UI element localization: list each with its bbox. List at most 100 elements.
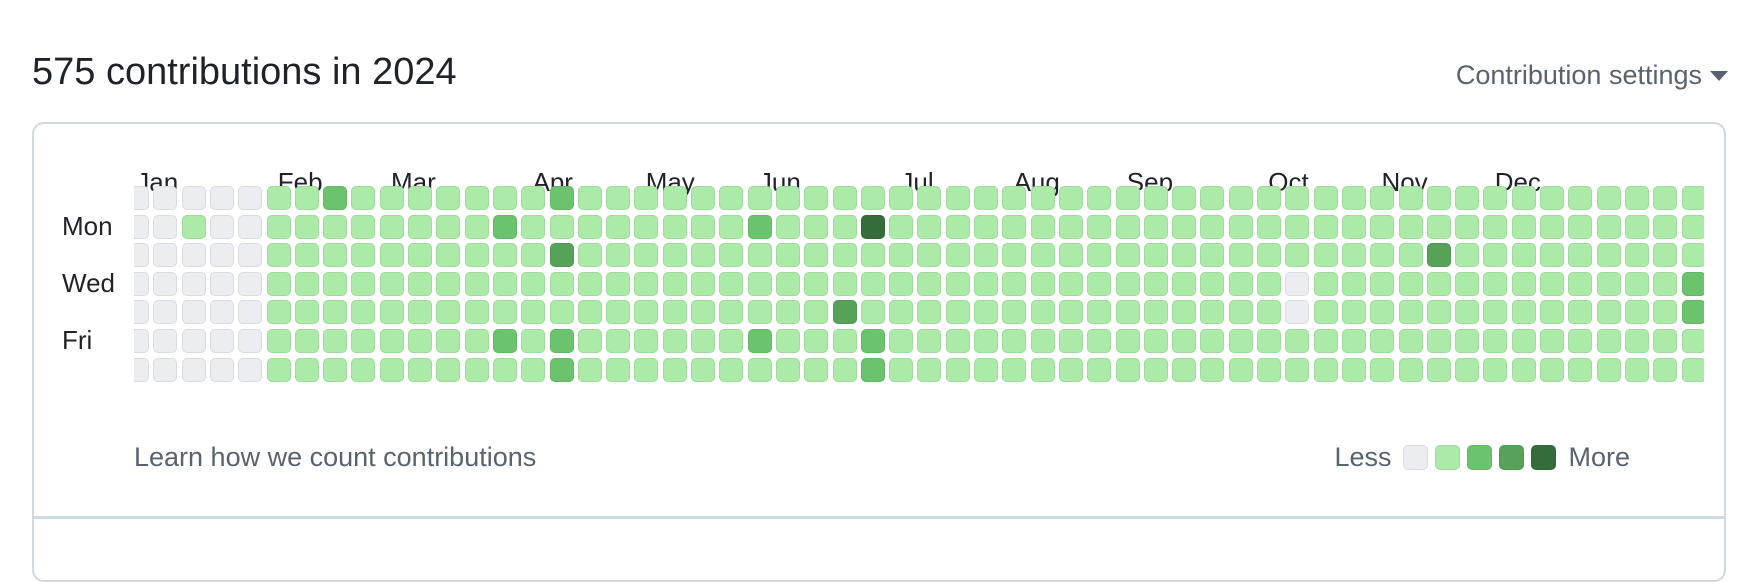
contribution-cell[interactable]: [1030, 357, 1055, 382]
contribution-cell[interactable]: [1483, 243, 1508, 268]
contribution-cell[interactable]: [1285, 300, 1310, 325]
contribution-cell[interactable]: [294, 357, 319, 382]
contribution-cell[interactable]: [606, 186, 631, 210]
contribution-cell[interactable]: [945, 214, 970, 239]
contribution-cell[interactable]: [860, 271, 885, 296]
contribution-cell[interactable]: [1455, 300, 1480, 325]
contribution-cell[interactable]: [1200, 214, 1225, 239]
contribution-cell[interactable]: [662, 186, 687, 210]
contribution-cell[interactable]: [719, 214, 744, 239]
contribution-cell[interactable]: [917, 357, 942, 382]
contribution-cell[interactable]: [464, 271, 489, 296]
contribution-cell[interactable]: [775, 300, 800, 325]
contribution-cell[interactable]: [1058, 271, 1083, 296]
contribution-cell[interactable]: [1455, 214, 1480, 239]
contribution-cell[interactable]: [889, 243, 914, 268]
contribution-cell[interactable]: [945, 243, 970, 268]
contribution-cell[interactable]: [1087, 329, 1112, 353]
contribution-cell[interactable]: [266, 357, 291, 382]
contribution-cell[interactable]: [606, 214, 631, 239]
contribution-cell[interactable]: [1058, 214, 1083, 239]
contribution-cell[interactable]: [662, 271, 687, 296]
contribution-cell[interactable]: [238, 300, 263, 325]
contribution-cell[interactable]: [1002, 357, 1027, 382]
contribution-cell[interactable]: [747, 329, 772, 353]
contribution-cell[interactable]: [521, 243, 546, 268]
contribution-cell[interactable]: [1398, 214, 1423, 239]
contribution-cell[interactable]: [691, 271, 715, 296]
contribution-cell[interactable]: [408, 186, 432, 210]
contribution-cell[interactable]: [691, 300, 715, 325]
contribution-cell[interactable]: [209, 186, 234, 210]
contribution-cell[interactable]: [1653, 186, 1678, 210]
contribution-cell[interactable]: [1511, 186, 1536, 210]
learn-how-we-count-link[interactable]: Learn how we count contributions: [134, 442, 537, 472]
contribution-cell[interactable]: [379, 271, 404, 296]
contribution-cell[interactable]: [974, 186, 998, 210]
contribution-cell[interactable]: [634, 186, 659, 210]
contribution-cell[interactable]: [153, 357, 178, 382]
contribution-cell[interactable]: [889, 214, 914, 239]
contribution-cell[interactable]: [238, 271, 263, 296]
contribution-cell[interactable]: [266, 243, 291, 268]
contribution-cell[interactable]: [1058, 186, 1083, 210]
contribution-cell[interactable]: [1257, 243, 1281, 268]
contribution-cell[interactable]: [1143, 300, 1168, 325]
contribution-cell[interactable]: [379, 329, 404, 353]
contribution-cell[interactable]: [294, 243, 319, 268]
contribution-cell[interactable]: [153, 186, 178, 210]
contribution-cell[interactable]: [266, 271, 291, 296]
contribution-cell[interactable]: [209, 243, 234, 268]
contribution-cell[interactable]: [634, 243, 659, 268]
contribution-cell[interactable]: [1624, 243, 1649, 268]
contribution-cell[interactable]: [1681, 300, 1704, 325]
contribution-cell[interactable]: [492, 186, 517, 210]
contribution-cell[interactable]: [775, 243, 800, 268]
contribution-cell[interactable]: [775, 329, 800, 353]
contribution-cell[interactable]: [1398, 243, 1423, 268]
contribution-cell[interactable]: [1115, 243, 1140, 268]
contribution-cell[interactable]: [1568, 186, 1593, 210]
contribution-cell[interactable]: [577, 329, 602, 353]
contribution-cell[interactable]: [1341, 357, 1366, 382]
contribution-cell[interactable]: [1172, 357, 1197, 382]
contribution-cell[interactable]: [1143, 214, 1168, 239]
contribution-cell[interactable]: [1285, 186, 1310, 210]
contribution-cell[interactable]: [492, 357, 517, 382]
contribution-cell[interactable]: [1511, 214, 1536, 239]
contribution-cell[interactable]: [492, 243, 517, 268]
contribution-cell[interactable]: [889, 357, 914, 382]
contribution-cell[interactable]: [379, 300, 404, 325]
contribution-cell[interactable]: [860, 329, 885, 353]
contribution-cell[interactable]: [974, 271, 998, 296]
contribution-cell[interactable]: [464, 300, 489, 325]
contribution-cell[interactable]: [1087, 186, 1112, 210]
contribution-cell[interactable]: [134, 186, 149, 210]
contribution-cell[interactable]: [1228, 243, 1253, 268]
contribution-cell[interactable]: [1143, 243, 1168, 268]
contribution-cell[interactable]: [1568, 214, 1593, 239]
contribution-cell[interactable]: [775, 357, 800, 382]
contribution-cell[interactable]: [917, 271, 942, 296]
contribution-cell[interactable]: [238, 214, 263, 239]
contribution-cell[interactable]: [266, 186, 291, 210]
contribution-cell[interactable]: [860, 243, 885, 268]
contribution-cell[interactable]: [691, 329, 715, 353]
contribution-cell[interactable]: [1455, 329, 1480, 353]
contribution-cell[interactable]: [351, 329, 376, 353]
contribution-cell[interactable]: [323, 243, 348, 268]
contribution-cell[interactable]: [1172, 186, 1197, 210]
contribution-cell[interactable]: [1624, 186, 1649, 210]
contribution-cell[interactable]: [351, 271, 376, 296]
contribution-cell[interactable]: [1200, 271, 1225, 296]
contribution-cell[interactable]: [1087, 243, 1112, 268]
contribution-cell[interactable]: [549, 214, 574, 239]
contribution-cell[interactable]: [1228, 329, 1253, 353]
contribution-cell[interactable]: [804, 271, 829, 296]
contribution-cell[interactable]: [1370, 329, 1395, 353]
contribution-cell[interactable]: [691, 357, 715, 382]
contribution-cell[interactable]: [1483, 271, 1508, 296]
contribution-cell[interactable]: [1568, 243, 1593, 268]
contribution-cell[interactable]: [209, 357, 234, 382]
contribution-cell[interactable]: [1596, 357, 1621, 382]
